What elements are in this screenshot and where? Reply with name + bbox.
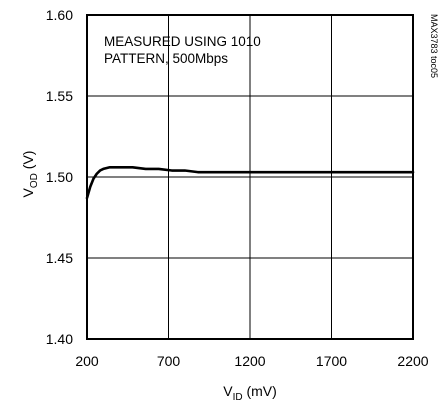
x-axis-title-sub: ID xyxy=(233,392,243,403)
y-tick-label: 1.45 xyxy=(46,250,73,266)
y-tick-label: 1.40 xyxy=(46,331,73,347)
x-tick-label: 1700 xyxy=(316,353,347,369)
y-tick-label: 1.50 xyxy=(46,169,73,185)
x-tick-label: 700 xyxy=(157,353,181,369)
annotation-line-1: MEASURED USING 1010 xyxy=(104,34,261,49)
y-tick-label: 1.55 xyxy=(46,88,73,104)
y-axis-title-main: V xyxy=(20,187,36,197)
x-axis-title-main: V xyxy=(223,383,233,399)
series-layer xyxy=(85,165,415,200)
annotation-line-2: PATTERN, 500Mbps xyxy=(104,51,228,66)
x-tick-label: 200 xyxy=(75,353,99,369)
plot-frame xyxy=(86,14,414,340)
x-axis-title: VID (mV) xyxy=(223,383,277,403)
y-tick-labels: 1.40 1.45 1.50 1.55 1.60 xyxy=(46,7,73,347)
x-tick-label: 2200 xyxy=(397,353,428,369)
y-tick-label: 1.60 xyxy=(46,7,73,23)
x-tick-labels: 200 700 1200 1700 2200 xyxy=(75,353,428,369)
side-label: MAX3783 toc05 xyxy=(429,14,439,78)
y-axis-title: VOD (V) xyxy=(20,151,40,198)
x-axis-title-unit: (mV) xyxy=(243,383,277,399)
x-tick-label: 1200 xyxy=(234,353,265,369)
y-axis-title-unit: (V) xyxy=(20,151,36,174)
grid xyxy=(87,15,413,339)
y-axis-title-sub: OD xyxy=(29,173,40,188)
series-line xyxy=(85,165,415,200)
